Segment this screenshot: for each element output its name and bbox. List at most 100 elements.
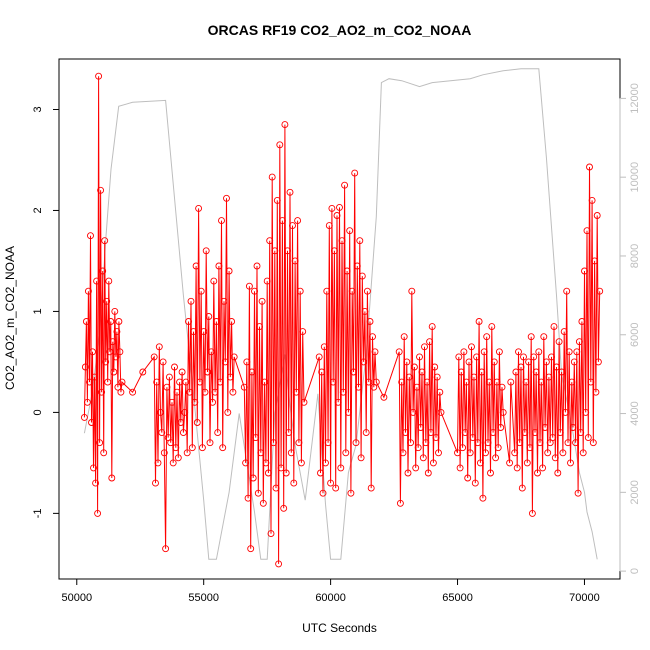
data-point <box>264 469 272 477</box>
data-point <box>212 318 220 325</box>
data-point <box>223 194 230 202</box>
data-point <box>215 262 223 270</box>
data-point <box>357 454 365 462</box>
y2-tick-label: 10000 <box>629 162 641 193</box>
data-point <box>426 338 434 346</box>
data-point <box>271 247 279 255</box>
data-point <box>367 484 375 492</box>
data-point <box>550 323 558 331</box>
data-point <box>160 449 168 457</box>
data-point <box>86 378 93 386</box>
data-point <box>91 373 98 381</box>
data-point <box>299 328 307 336</box>
data-point <box>211 388 219 396</box>
data-point <box>522 378 530 386</box>
data-point <box>174 454 182 462</box>
data-point <box>553 363 560 371</box>
data-point <box>454 449 461 457</box>
data-point <box>252 434 260 442</box>
data-point <box>596 287 604 295</box>
data-point <box>228 318 236 325</box>
data-point <box>362 429 370 437</box>
data-point <box>582 408 590 416</box>
data-point <box>230 353 238 361</box>
data-point <box>531 429 539 437</box>
data-point <box>545 373 553 381</box>
data-point <box>185 318 192 325</box>
data-point <box>259 499 267 507</box>
data-point <box>581 267 588 275</box>
data-point <box>424 469 432 477</box>
data-point <box>157 408 164 416</box>
data-point <box>482 449 489 457</box>
data-point <box>273 196 281 204</box>
data-point <box>412 464 420 472</box>
data-point <box>196 378 204 386</box>
data-point <box>560 328 568 336</box>
data-point <box>353 262 361 270</box>
data-point <box>193 419 201 426</box>
data-point <box>410 363 418 371</box>
data-point <box>81 363 89 371</box>
data-point <box>281 121 289 129</box>
data-point <box>80 413 88 421</box>
y-tick-label: -1 <box>32 508 44 518</box>
data-point <box>575 338 583 346</box>
data-point <box>168 398 176 406</box>
data-point <box>489 429 497 437</box>
data-point <box>498 383 506 391</box>
data-point <box>154 459 162 467</box>
y-axis: -1 0 1 2 3 <box>32 106 60 518</box>
data-point <box>512 368 520 376</box>
data-point <box>111 307 119 315</box>
data-point <box>564 439 572 447</box>
data-point <box>558 368 566 376</box>
data-point <box>177 419 185 426</box>
data-point <box>82 318 90 325</box>
data-point <box>248 368 256 376</box>
data-point <box>251 287 258 295</box>
y-axis-label: CO2_AO2_m_CO2_NOAA <box>3 246 17 390</box>
data-point <box>551 454 559 462</box>
data-point <box>534 469 541 477</box>
data-point <box>497 424 505 431</box>
data-point <box>511 449 519 457</box>
data-point <box>275 560 283 568</box>
data-point <box>95 72 103 80</box>
data-point <box>372 378 380 386</box>
data-point <box>537 378 545 386</box>
data-point <box>462 378 470 386</box>
data-point <box>169 459 177 467</box>
data-point <box>270 439 277 447</box>
data-point <box>470 373 478 381</box>
data-point <box>297 459 305 467</box>
data-point <box>363 287 371 295</box>
data-point <box>101 237 109 245</box>
data-point <box>266 237 274 245</box>
data-point <box>460 348 468 356</box>
data-point <box>224 408 232 416</box>
data-point <box>344 408 352 416</box>
data-point <box>403 358 411 366</box>
y2-tick-label: 6000 <box>629 323 641 347</box>
data-point <box>172 444 180 452</box>
data-point <box>428 323 436 331</box>
data-point <box>187 297 195 305</box>
plot-region <box>80 68 604 568</box>
data-point <box>346 227 354 235</box>
data-point <box>584 434 592 442</box>
data-point <box>366 318 374 325</box>
data-point <box>182 378 190 386</box>
data-point <box>413 383 421 391</box>
data-point <box>202 247 210 255</box>
data-point <box>436 388 444 396</box>
data-point <box>356 237 364 245</box>
data-point <box>361 307 369 315</box>
data-point <box>226 373 234 381</box>
data-point <box>485 378 493 386</box>
data-point <box>334 398 342 406</box>
data-point <box>240 383 248 391</box>
data-point <box>473 353 481 361</box>
data-point <box>249 474 257 482</box>
data-point <box>192 262 200 270</box>
